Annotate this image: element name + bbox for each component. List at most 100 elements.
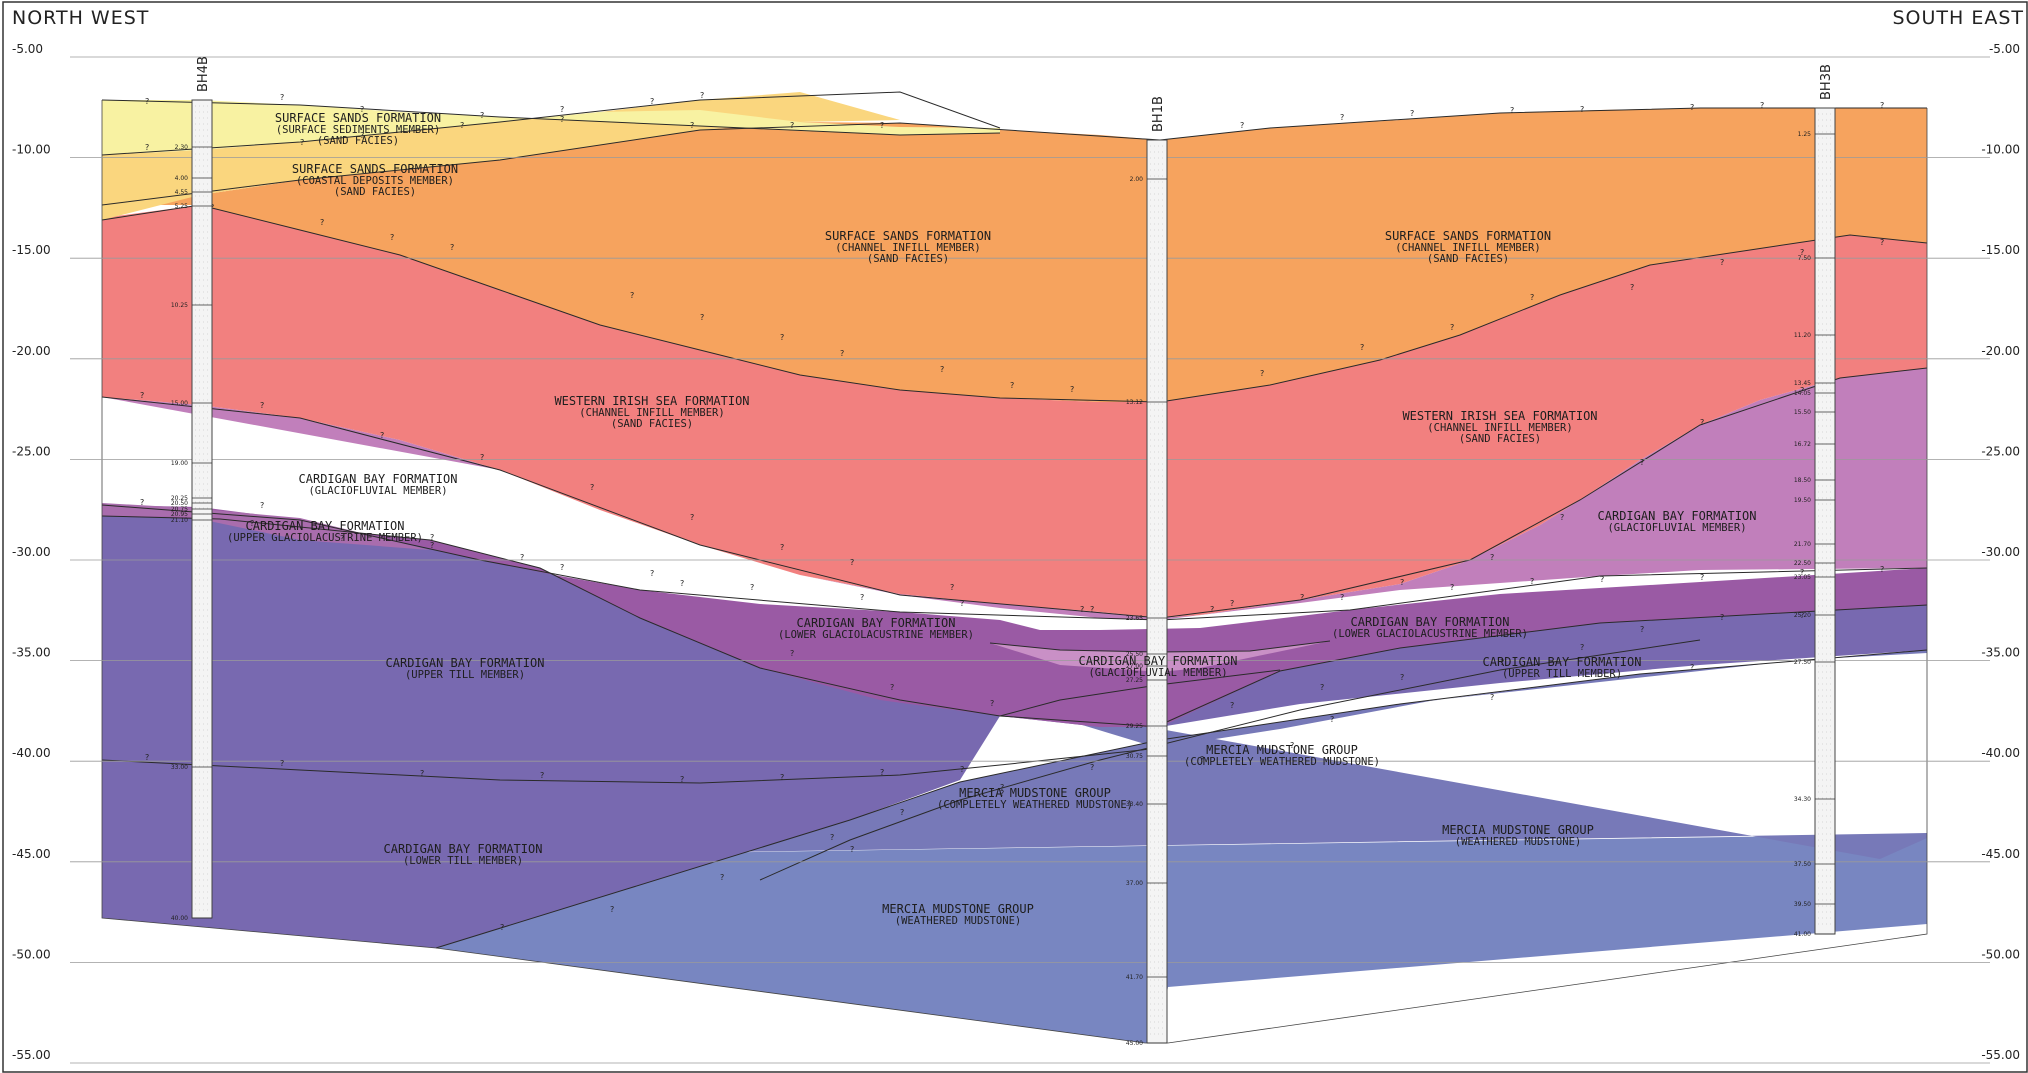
uncertain-marker: ? bbox=[480, 111, 484, 120]
unit-label-line: (LOWER GLACIOLACUSTRINE MEMBER) bbox=[778, 629, 974, 641]
uncertain-marker: ? bbox=[960, 599, 964, 608]
unit-label-line: (SAND FACIES) bbox=[317, 135, 399, 147]
uncertain-marker: ? bbox=[1000, 783, 1004, 792]
unit-label-line: (GLACIOFLUVIAL MEMBER) bbox=[308, 485, 447, 497]
uncertain-marker: ? bbox=[960, 765, 964, 774]
unit-label-line: SURFACE SANDS FORMATION bbox=[825, 229, 991, 243]
unit-label-line: (GLACIOFLUVIAL MEMBER) bbox=[1088, 667, 1227, 679]
uncertain-marker: ? bbox=[1010, 381, 1014, 390]
uncertain-marker: ? bbox=[260, 401, 264, 410]
uncertain-marker: ? bbox=[780, 773, 784, 782]
borehole-name: BH3B bbox=[1819, 64, 1834, 100]
borehole-column bbox=[1146, 139, 1168, 1044]
uncertain-marker: ? bbox=[1300, 593, 1304, 602]
uncertain-marker: ? bbox=[790, 649, 794, 658]
elevation-label: -10.00 bbox=[12, 143, 51, 157]
unit-label-line: MERCIA MUDSTONE GROUP bbox=[882, 902, 1034, 916]
uncertain-marker: ? bbox=[680, 775, 684, 784]
boundary-line bbox=[999, 669, 1281, 717]
boundary-line bbox=[101, 204, 1161, 403]
uncertain-marker: ? bbox=[280, 93, 284, 102]
unit-label-line: MERCIA MUDSTONE GROUP bbox=[1206, 743, 1358, 757]
uncertain-marker: ? bbox=[690, 121, 694, 130]
elevation-label: -5.00 bbox=[12, 42, 43, 56]
unit-label-ss-sediments: SURFACE SANDS FORMATION (SURFACE SEDIMENT… bbox=[275, 111, 441, 147]
uncertain-marker: ? bbox=[1690, 663, 1694, 672]
uncertain-marker: ? bbox=[1800, 568, 1804, 577]
uncertain-marker: ? bbox=[1240, 121, 1244, 130]
uncertain-marker: ? bbox=[700, 313, 704, 322]
depth-label: 19.50 bbox=[1794, 497, 1811, 504]
layer-lower-glaciolacustrine bbox=[102, 505, 1927, 727]
boundary-line bbox=[101, 747, 1161, 784]
uncertain-marker: ? bbox=[1560, 513, 1564, 522]
depth-label: 16.72 bbox=[1794, 441, 1811, 448]
uncertain-marker: ? bbox=[830, 833, 834, 842]
depth-label: 39.50 bbox=[1794, 901, 1811, 908]
uncertain-marker: ? bbox=[860, 593, 864, 602]
unit-label-cb-upper-glaciolac: CARDIGAN BAY FORMATION (UPPER GLACIOLACUS… bbox=[227, 519, 423, 544]
uncertain-marker: ? bbox=[1880, 565, 1884, 574]
borehole-bh4b: BH4B 2.30 4.00 4.55 5.25 10.25 15.00 19.00 20.25… bbox=[171, 56, 213, 922]
unit-label-ss-channel-right: SURFACE SANDS FORMATION (CHANNEL INFILL M… bbox=[1385, 229, 1551, 265]
layer-surface-sediments bbox=[102, 100, 1000, 155]
elevation-label: -55.00 bbox=[1981, 1048, 2020, 1062]
uncertain-marker: ? bbox=[650, 97, 654, 106]
boundary-line bbox=[101, 99, 1001, 136]
borehole-bh1b: BH1B 2.00 13.12 23.65 25.50 27.00 27.25 29.25 30… bbox=[1126, 96, 1168, 1047]
depth-label: 37.00 bbox=[1126, 880, 1143, 887]
boundary-line bbox=[101, 367, 1928, 619]
unit-label-line: CARDIGAN BAY FORMATION bbox=[1483, 655, 1642, 669]
uncertain-marker: ? bbox=[1340, 593, 1344, 602]
unit-label-cb-lower-glaciolac-right: CARDIGAN BAY FORMATION (LOWER GLACIOLACUS… bbox=[1332, 615, 1528, 640]
depth-label: 45.00 bbox=[1126, 1040, 1143, 1047]
uncertain-marker: ? bbox=[650, 569, 654, 578]
unit-label-line: SURFACE SANDS FORMATION bbox=[1385, 229, 1551, 243]
uncertain-marker: ? bbox=[1230, 701, 1234, 710]
direction-label-left: NORTH WEST bbox=[12, 7, 149, 29]
unit-label-line: WESTERN IRISH SEA FORMATION bbox=[554, 394, 749, 408]
uncertain-marker: ? bbox=[690, 513, 694, 522]
uncertain-marker: ? bbox=[1070, 385, 1074, 394]
uncertain-marker: ? bbox=[590, 483, 594, 492]
depth-label: 20.75 bbox=[171, 506, 188, 513]
unit-label-cb-upper-till-left: CARDIGAN BAY FORMATION (UPPER TILL MEMBER… bbox=[386, 656, 545, 681]
depth-label: 21.10 bbox=[171, 517, 188, 524]
elevation-label: -50.00 bbox=[12, 947, 51, 961]
unit-label-line: (COMPLETELY WEATHERED MUDSTONE) bbox=[1184, 756, 1380, 768]
layer-till bbox=[102, 516, 1927, 948]
depth-label: 34.30 bbox=[1794, 796, 1811, 803]
uncertain-marker: ? bbox=[1700, 418, 1704, 427]
uncertain-marker: ? bbox=[1490, 553, 1494, 562]
boreholes: BH4B 2.30 4.00 4.55 5.25 10.25 15.00 19.00 20.25… bbox=[171, 56, 1836, 1047]
unit-label-line: CARDIGAN BAY FORMATION bbox=[386, 656, 545, 670]
uncertain-marker: ? bbox=[480, 453, 484, 462]
unit-label-line: SURFACE SANDS FORMATION bbox=[275, 111, 441, 125]
uncertain-marker: ? bbox=[145, 143, 149, 152]
unit-label-cb-upper-till-right: CARDIGAN BAY FORMATION (UPPER TILL MEMBER… bbox=[1483, 655, 1642, 680]
uncertain-marker: ? bbox=[880, 121, 884, 130]
elevation-label: -15.00 bbox=[12, 243, 51, 257]
uncertain-marker: ? bbox=[1690, 103, 1694, 112]
uncertain-marker: ? bbox=[560, 115, 564, 124]
uncertain-marker: ? bbox=[145, 97, 149, 106]
depth-label: 37.50 bbox=[1794, 861, 1811, 868]
depth-label: 33.00 bbox=[171, 764, 188, 771]
unit-label-mm-w-right: MERCIA MUDSTONE GROUP (WEATHERED MUDSTONE… bbox=[1442, 823, 1594, 848]
uncertain-marker: ? bbox=[850, 845, 854, 854]
unit-label-mm-cw-middle: MERCIA MUDSTONE GROUP (COMPLETELY WEATHER… bbox=[937, 786, 1133, 811]
unit-label-line: (COASTAL DEPOSITS MEMBER) bbox=[296, 175, 454, 187]
unit-label-line: (LOWER GLACIOLACUSTRINE MEMBER) bbox=[1332, 628, 1528, 640]
uncertain-marker: ? bbox=[630, 291, 634, 300]
uncertain-marker: ? bbox=[1720, 613, 1724, 622]
depth-label: 20.50 bbox=[171, 500, 188, 507]
unit-label-line: (CHANNEL INFILL MEMBER) bbox=[835, 242, 980, 254]
depth-label: 30.75 bbox=[1126, 753, 1143, 760]
uncertain-marker: ? bbox=[540, 771, 544, 780]
uncertain-marker: ? bbox=[300, 138, 304, 147]
unit-label-ss-coastal: SURFACE SANDS FORMATION (COASTAL DEPOSITS… bbox=[292, 162, 458, 198]
uncertain-marker: ? bbox=[1490, 693, 1494, 702]
uncertain-marker: ? bbox=[1200, 755, 1204, 764]
uncertain-marker: ? bbox=[1090, 605, 1094, 614]
